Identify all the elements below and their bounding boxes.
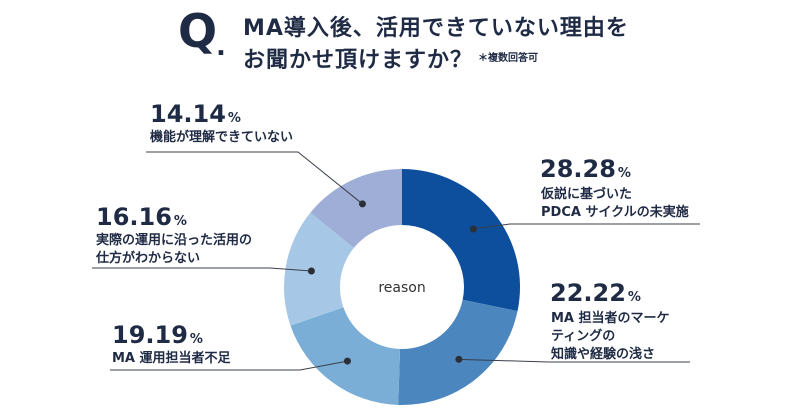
question-q-letter: Q (178, 4, 218, 58)
leader-dot-3 (307, 267, 315, 275)
slice-0-value-label: 28.28% (540, 155, 631, 183)
slice-4-value-label: 14.14% (150, 100, 241, 128)
title-line-2: お聞かせ頂けますか？ (243, 48, 474, 73)
donut-center-label: reason (378, 280, 425, 296)
slice-3-category-label: 実際の運用に沿った活用の 仕方がわからない (96, 233, 253, 266)
title-line-1: MA導入後、活用できていない理由を (243, 16, 629, 41)
slice-1-category-label: MA 担当者のマーケ ティングの 知識や経験の浅さ (551, 311, 670, 362)
question-q-dot: . (216, 32, 226, 62)
donut-slice-2 (290, 307, 401, 405)
leader-dot-4 (358, 200, 366, 208)
leader-line-4 (146, 151, 363, 205)
slice-2-category-label: MA 運用担当者不足 (112, 351, 231, 366)
leader-dot-2 (343, 357, 351, 365)
donut-slice-3 (283, 212, 354, 326)
leader-line-1 (458, 358, 690, 363)
donut-slice-1 (398, 299, 518, 405)
donut-slice-4 (310, 169, 402, 248)
slice-4-category-label: 機能が理解できていない (150, 130, 294, 145)
leader-dot-0 (469, 225, 477, 233)
slice-2-value-label: 19.19% (112, 321, 203, 349)
leader-line-3 (92, 267, 312, 272)
leader-dot-1 (455, 355, 463, 363)
slice-3-value-label: 16.16% (96, 203, 187, 231)
multiple-answers-note: ＊複数回答可 (478, 53, 538, 64)
slice-0-category-label: 仮説に基づいた PDCA サイクルの未実施 (541, 187, 689, 220)
slice-1-value-label: 22.22% (550, 279, 641, 307)
donut-slice-0 (402, 169, 520, 312)
leader-line-2 (110, 360, 348, 371)
leader-line-0 (473, 223, 700, 230)
